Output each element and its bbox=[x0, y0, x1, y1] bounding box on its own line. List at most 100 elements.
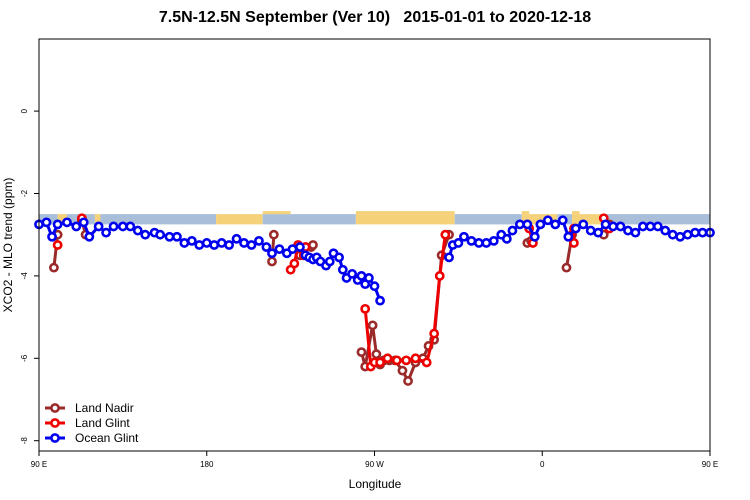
data-point bbox=[501, 233, 512, 244]
data-point bbox=[466, 235, 477, 246]
legend-entry: Ocean Glint bbox=[45, 431, 139, 445]
y-tick-label: -6 bbox=[20, 354, 29, 362]
data-point bbox=[261, 242, 272, 252]
data-point bbox=[682, 229, 693, 240]
legend-marker bbox=[50, 433, 60, 443]
legend-label: Land Nadir bbox=[75, 401, 134, 415]
data-point bbox=[382, 353, 393, 364]
data-point bbox=[194, 240, 205, 250]
data-point bbox=[569, 238, 579, 248]
data-point bbox=[459, 231, 469, 242]
legend-entry: Land Glint bbox=[45, 416, 130, 430]
data-point bbox=[201, 238, 212, 248]
data-point bbox=[71, 221, 82, 232]
surface-strip-segment-land bbox=[521, 214, 558, 225]
data-point bbox=[630, 227, 641, 238]
data-point bbox=[623, 225, 633, 236]
legend-marker bbox=[50, 418, 60, 428]
data-point bbox=[401, 355, 412, 366]
data-point bbox=[550, 219, 561, 230]
x-tick-label: 90 E bbox=[702, 460, 718, 469]
y-tick-label: -4 bbox=[20, 272, 29, 280]
data-point bbox=[84, 231, 95, 242]
data-point bbox=[391, 355, 402, 366]
surface-strip-segment-ocean bbox=[605, 214, 710, 225]
data-point bbox=[267, 256, 277, 267]
plot-frame bbox=[38, 38, 711, 452]
data-point bbox=[645, 221, 656, 232]
data-point bbox=[690, 227, 700, 238]
data-point bbox=[254, 235, 264, 246]
data-point bbox=[375, 295, 385, 306]
legend-marker bbox=[50, 403, 60, 413]
surface-strip-bump bbox=[521, 211, 530, 215]
data-point bbox=[274, 244, 285, 255]
data-point bbox=[78, 217, 89, 228]
data-point bbox=[117, 221, 128, 232]
series-ocean-glint bbox=[34, 215, 715, 306]
surface-strip-segment-land bbox=[216, 214, 263, 225]
surface-strip-bump bbox=[262, 211, 291, 215]
data-point bbox=[440, 229, 451, 240]
x-tick-label: 180 bbox=[200, 460, 214, 469]
data-point bbox=[216, 238, 227, 248]
data-point bbox=[289, 258, 300, 269]
data-point bbox=[585, 225, 596, 236]
data-point bbox=[557, 215, 568, 226]
surface-strip-segment-ocean bbox=[454, 214, 522, 225]
x-tick-label: 90 W bbox=[365, 460, 384, 469]
data-point bbox=[140, 229, 151, 240]
data-point bbox=[347, 268, 358, 279]
data-point bbox=[410, 353, 421, 364]
data-point bbox=[542, 215, 553, 226]
data-point bbox=[101, 227, 111, 238]
surface-strip-bump bbox=[355, 211, 455, 215]
surface-strip-segment-ocean bbox=[100, 214, 217, 225]
data-point bbox=[563, 231, 574, 242]
data-point bbox=[593, 227, 604, 238]
data-point bbox=[529, 231, 540, 242]
data-point bbox=[132, 225, 143, 236]
data-point bbox=[397, 365, 408, 376]
surface-strip-segment-land bbox=[57, 214, 67, 225]
data-point bbox=[186, 235, 197, 246]
data-point bbox=[308, 240, 318, 250]
data-point bbox=[172, 231, 182, 242]
data-point bbox=[638, 221, 648, 232]
data-point bbox=[155, 229, 166, 240]
data-point bbox=[429, 328, 440, 339]
data-point bbox=[360, 303, 371, 314]
x-tick-label: 0 bbox=[540, 460, 545, 469]
data-point bbox=[514, 219, 525, 230]
data-point bbox=[675, 231, 686, 242]
data-point bbox=[615, 221, 626, 232]
data-point bbox=[403, 376, 413, 386]
data-point bbox=[453, 238, 464, 248]
data-point bbox=[125, 221, 136, 232]
data-point bbox=[667, 229, 678, 240]
data-point bbox=[444, 252, 454, 263]
data-point bbox=[93, 221, 104, 232]
data-point bbox=[608, 221, 618, 232]
y-axis: 0 -2 -4 -6 -8 bbox=[20, 108, 39, 444]
data-point bbox=[535, 219, 546, 230]
data-point bbox=[209, 240, 220, 250]
data-point bbox=[434, 270, 445, 281]
legend-label: Ocean Glint bbox=[75, 431, 139, 445]
data-point bbox=[324, 256, 335, 267]
data-point bbox=[49, 262, 59, 273]
surface-strip-segment-land bbox=[355, 214, 455, 225]
y-tick-label: 0 bbox=[20, 108, 29, 113]
chart-title: 7.5N-12.5N September (Ver 10) 2015-01-01… bbox=[158, 9, 592, 26]
data-point bbox=[481, 238, 492, 248]
data-point bbox=[267, 248, 277, 259]
data-point bbox=[697, 227, 708, 238]
data-point bbox=[375, 357, 385, 368]
data-point bbox=[356, 347, 367, 358]
surface-strip-segment-land bbox=[94, 214, 101, 225]
data-point bbox=[660, 225, 671, 236]
data-point bbox=[268, 229, 279, 240]
data-point bbox=[295, 242, 305, 252]
